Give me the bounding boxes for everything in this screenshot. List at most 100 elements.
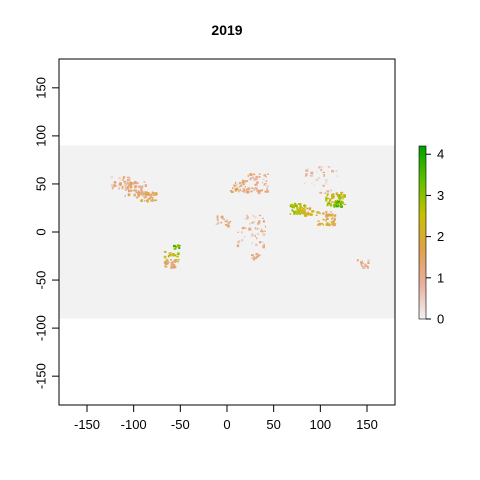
raster-cell [151, 197, 153, 200]
raster-cell [147, 192, 150, 196]
raster-cell [257, 254, 261, 257]
raster-cell [261, 241, 264, 243]
raster-cell [302, 212, 304, 215]
raster-cell [251, 174, 253, 176]
raster-cell [133, 193, 136, 197]
raster-cell [244, 186, 246, 188]
raster-cell [262, 220, 265, 223]
raster-cell [133, 181, 136, 185]
raster-cell [340, 203, 342, 205]
raster-cell [143, 181, 146, 183]
raster-cell [114, 185, 117, 187]
raster-cell [333, 204, 336, 208]
raster-cell [128, 183, 132, 186]
raster-cell [176, 256, 178, 258]
raster-cell [336, 205, 339, 208]
raster-cell [264, 190, 267, 193]
raster-cell [131, 190, 134, 192]
raster-cell [222, 218, 226, 220]
raster-cell [138, 185, 141, 189]
raster-cell [319, 212, 321, 215]
raster-cell [152, 192, 155, 195]
legend-tick-label: 0 [437, 312, 444, 327]
raster-patch [140, 190, 158, 203]
raster-cell [110, 175, 113, 179]
raster-cell [340, 205, 342, 208]
raster-cell [296, 209, 299, 212]
raster-cell [237, 240, 241, 242]
raster-cell [152, 195, 155, 197]
raster-cell [249, 223, 251, 225]
raster-cell [313, 184, 316, 187]
raster-cell [334, 204, 337, 206]
raster-cell [305, 169, 309, 172]
legend-tick-label: 2 [437, 229, 444, 244]
raster-cell [360, 264, 363, 267]
raster-cell [299, 212, 301, 215]
raster-cell [255, 183, 258, 186]
raster-cell [247, 174, 249, 178]
raster-cell [306, 212, 310, 216]
raster-cell [315, 179, 319, 181]
raster-cell [170, 266, 172, 269]
raster-cell [257, 222, 260, 225]
raster-cell [118, 177, 121, 179]
raster-cell [251, 190, 253, 193]
raster-cell [226, 219, 228, 223]
raster-cell [330, 211, 332, 213]
raster-cell [136, 182, 138, 184]
raster-cell [264, 182, 267, 185]
raster-cell [327, 223, 330, 226]
raster-cell [174, 266, 177, 269]
raster-cell [178, 246, 180, 249]
raster-cell [264, 174, 267, 177]
raster-cell [289, 213, 292, 215]
raster-cell [173, 244, 176, 248]
raster-cell [249, 174, 252, 176]
raster-patch [333, 200, 343, 208]
raster-cell [318, 222, 321, 226]
raster-patch [356, 259, 370, 269]
raster-cell [333, 214, 337, 217]
raster-cell [327, 166, 331, 168]
raster-cell [247, 216, 249, 219]
raster-cell [262, 245, 265, 249]
raster-cell [255, 178, 258, 181]
raster-cell [140, 191, 143, 195]
raster-cell [126, 186, 129, 188]
raster-cell [322, 223, 324, 226]
raster-cell [124, 194, 126, 198]
raster-cell [318, 166, 320, 169]
raster-cell [121, 185, 124, 189]
raster-cell [173, 248, 176, 250]
raster-cell [261, 217, 264, 219]
raster-cell [174, 247, 177, 250]
raster-cell [118, 187, 121, 190]
raster-cell [235, 189, 237, 192]
raster-cell [143, 193, 146, 195]
raster-cell [307, 211, 309, 214]
raster-cell [174, 259, 176, 262]
raster-cell [144, 196, 147, 199]
raster-cell [252, 215, 255, 217]
raster-cell [137, 182, 139, 185]
raster-cell [229, 220, 232, 223]
raster-cell [168, 252, 171, 255]
raster-cell [137, 190, 140, 193]
raster-cell [340, 201, 343, 203]
raster-cell [338, 194, 341, 196]
raster-cell [249, 177, 252, 181]
raster-cell [243, 180, 246, 183]
raster-cell [154, 192, 158, 196]
raster-cell [126, 179, 129, 183]
raster-cell [220, 221, 223, 224]
raster-cell [167, 263, 169, 265]
raster-cell [249, 173, 253, 176]
raster-cell [163, 256, 165, 259]
raster-cell [330, 221, 333, 223]
raster-cell [325, 213, 327, 215]
raster-cell [165, 265, 168, 268]
raster-cell [302, 207, 304, 210]
raster-cell [172, 253, 175, 256]
raster-cell [128, 180, 131, 182]
